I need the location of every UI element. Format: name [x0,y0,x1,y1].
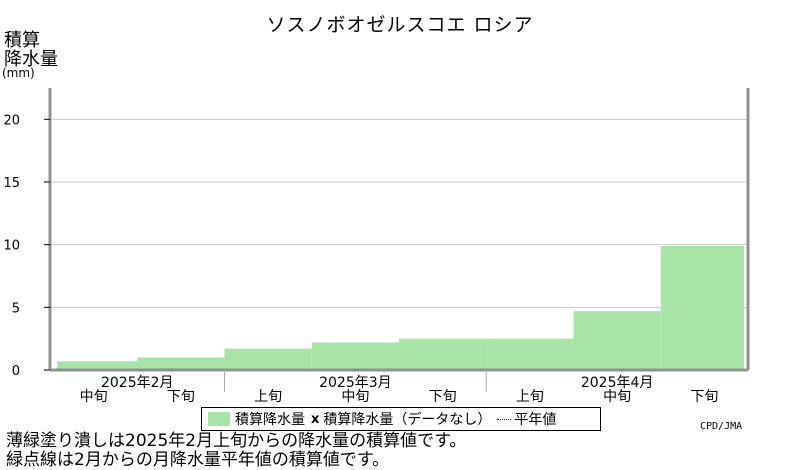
y-tick-label-5: 5 [12,301,20,316]
bar-3 [311,342,399,370]
bar-7 [660,245,744,370]
y-tick-label-10: 10 [3,239,20,254]
bar-5 [486,338,574,370]
note-line-1: 薄緑塗り潰しは2025年2月上旬からの降水量の積算値です。 [6,431,467,451]
credit-text: CPD/JMA [700,421,743,432]
x-period-label-0: 中旬 [80,389,108,405]
y-axis-label-line-2: 降水量 [4,49,58,70]
x-period-label-5: 上旬 [516,389,544,405]
x-period-label-3: 中旬 [341,389,369,405]
y-tick-label-0: 0 [12,364,20,379]
legend-label-normal: 平年値 [514,412,557,428]
bar-0 [57,361,138,370]
legend-label-no-data: 積算降水量（データなし） [323,412,492,428]
y-tick-label-20: 20 [3,113,20,128]
legend: 積算降水量 x 積算降水量（データなし） 平年値 [201,407,601,431]
legend-dotted-line-icon [497,418,512,420]
bar-2 [224,348,312,370]
legend-x-marker-icon: x [311,411,320,427]
note-line-2: 緑点線は2月からの月降水量平年値の積算値です。 [6,450,390,470]
x-month-label-0: 2025年2月 [101,375,174,391]
x-period-label-7: 下旬 [690,389,718,405]
y-tick-label-15: 15 [3,176,20,191]
x-month-label-1: 2025年3月 [319,375,392,391]
x-period-label-6: 中旬 [603,389,631,405]
x-period-label-1: 下旬 [167,389,195,405]
legend-swatch-accumulated [208,412,230,426]
bar-1 [137,357,225,370]
y-axis-label-line-1: 積算 [4,30,40,51]
x-period-label-4: 下旬 [429,389,457,405]
y-axis-unit: (mm) [2,66,35,80]
x-month-label-2: 2025年4月 [581,375,654,391]
x-period-label-2: 上旬 [254,389,282,405]
legend-label-accumulated: 積算降水量 [235,412,305,428]
bar-4 [399,338,487,370]
chart-title: ソスノボオゼルスコエ ロシア [266,14,534,36]
bar-6 [573,311,661,370]
